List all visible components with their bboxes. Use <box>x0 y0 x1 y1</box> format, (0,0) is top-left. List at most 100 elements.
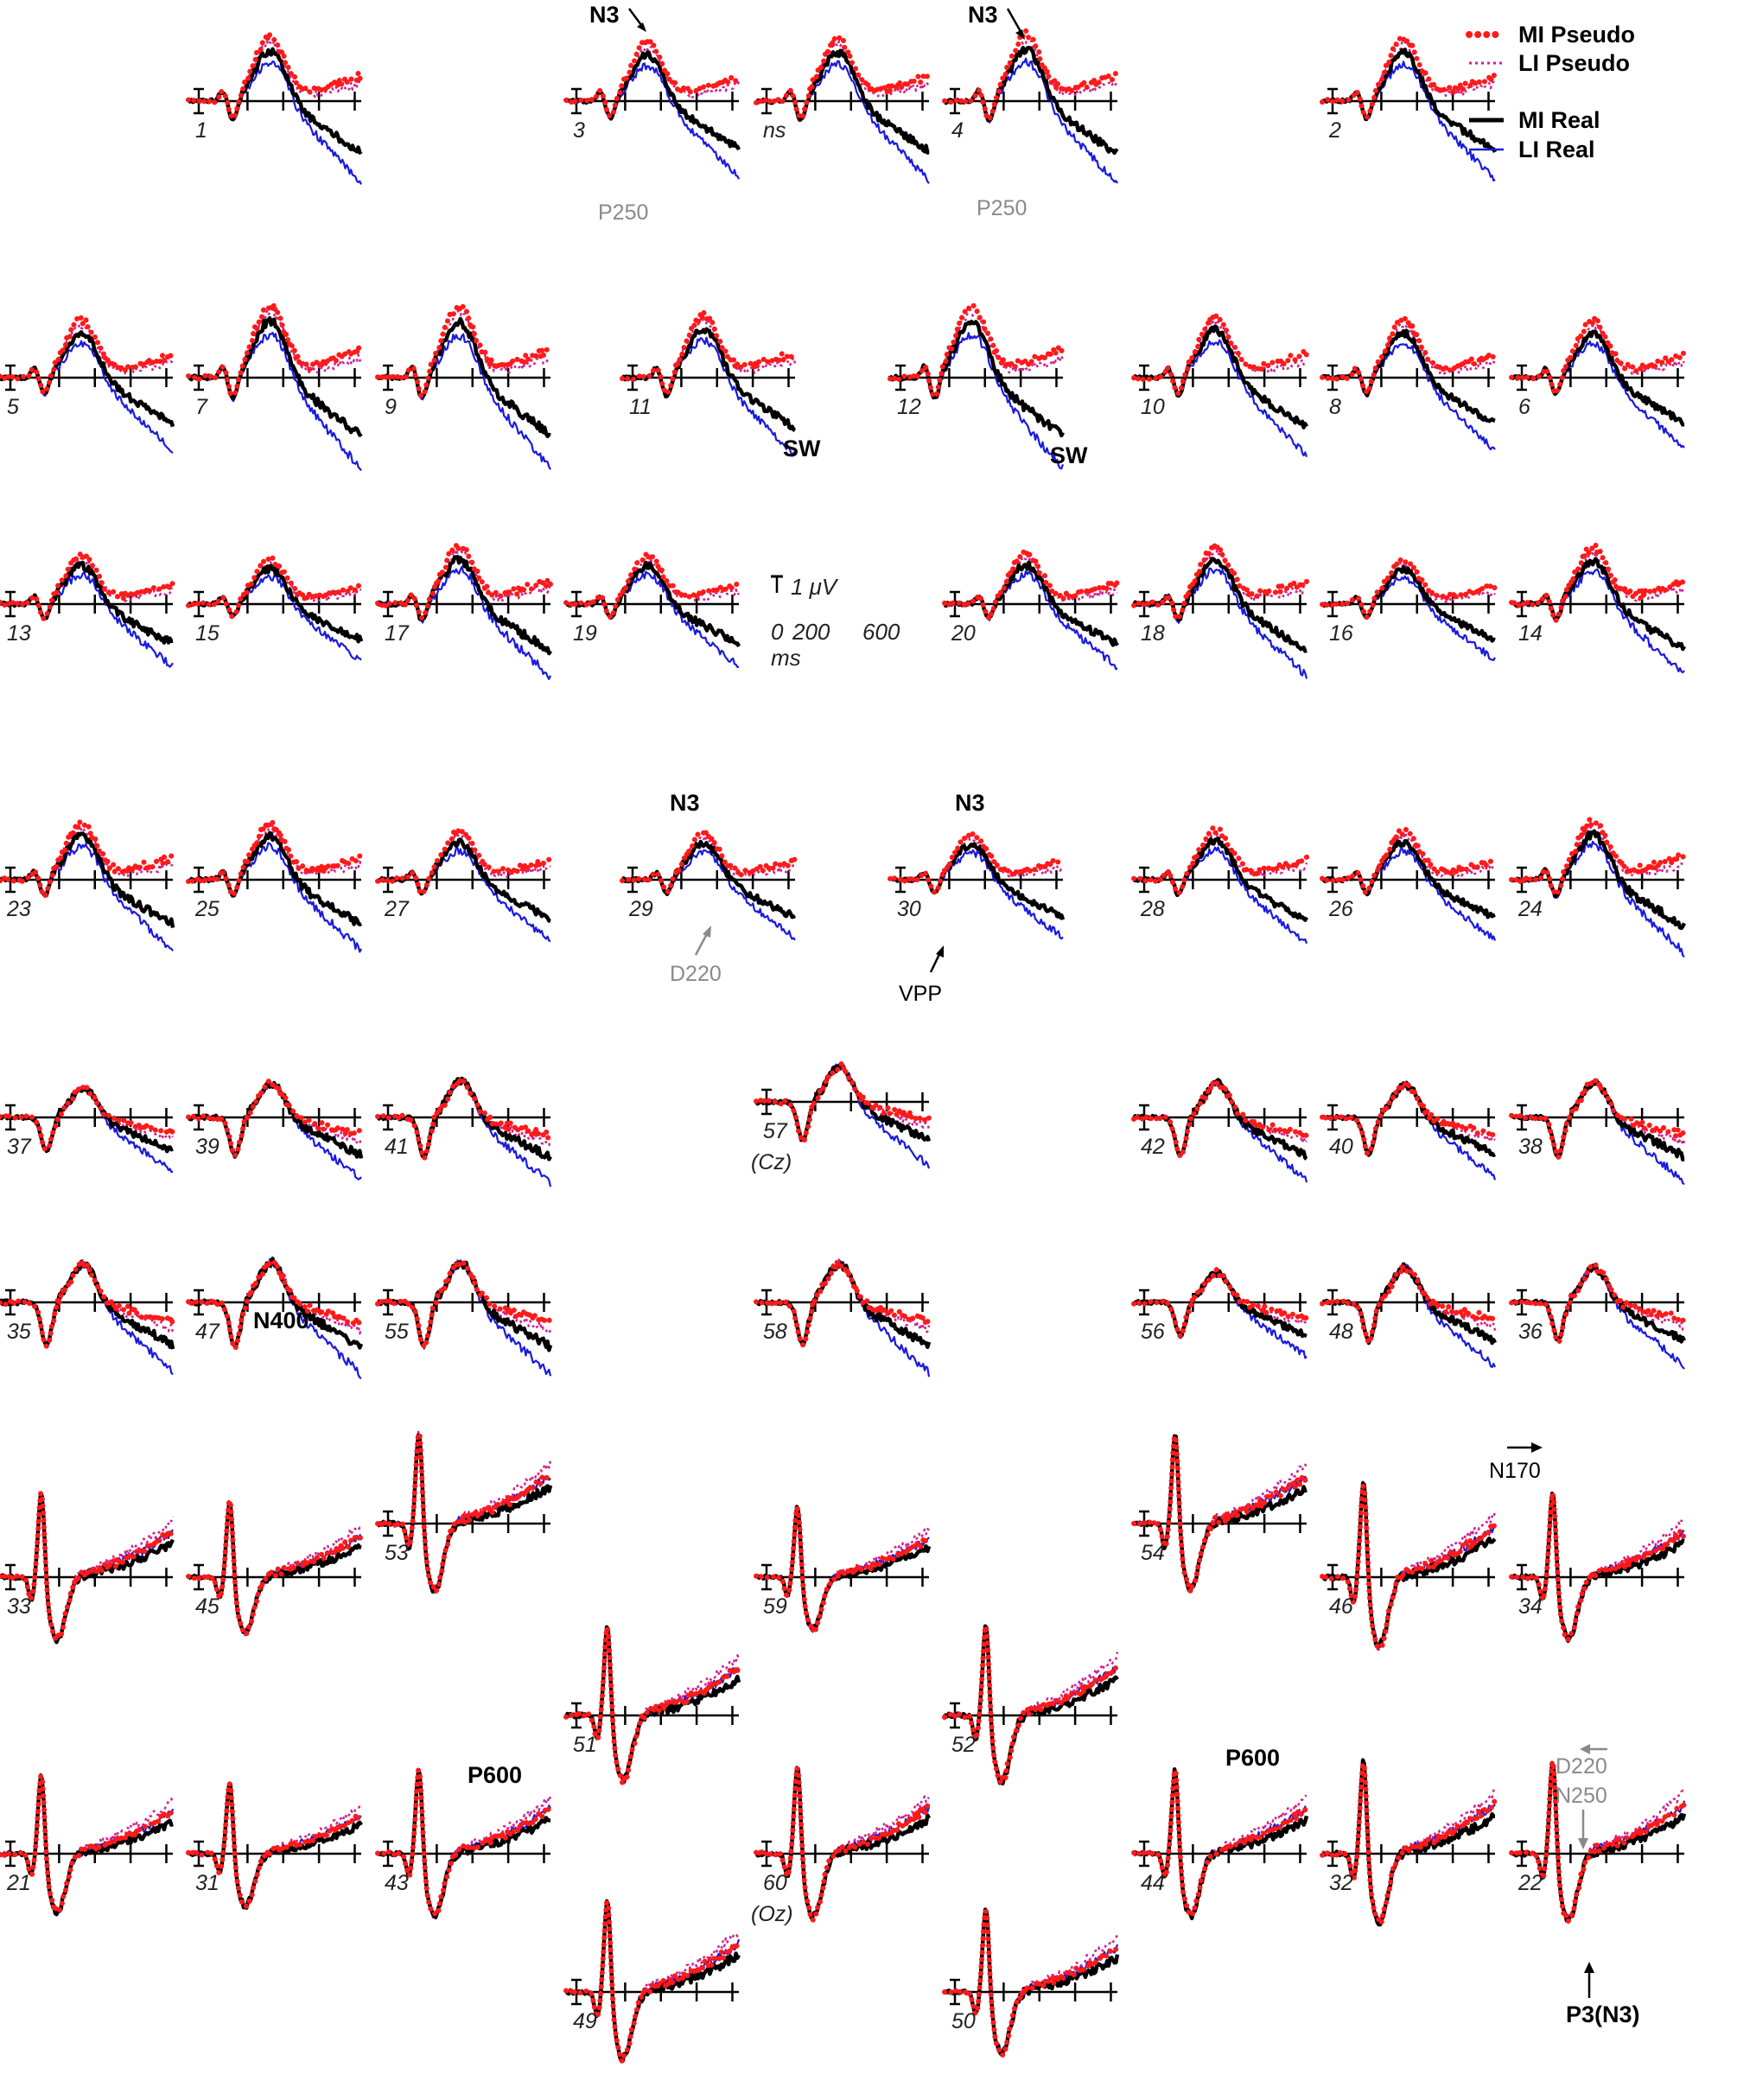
erp-panel-46: 46 <box>1320 1480 1498 1651</box>
electrode-label: 9 <box>385 395 397 419</box>
waveform-li-real <box>1321 847 1497 941</box>
waveform-li-real <box>565 1626 740 1783</box>
waveform-mi-pseudo <box>186 1498 364 1637</box>
scale-t200: 200 <box>792 619 830 645</box>
arrow-n3-b <box>1006 8 1024 35</box>
electrode-label: 1 <box>195 118 207 143</box>
waveform-mi-pseudo <box>942 1623 1120 1786</box>
waveform-mi-pseudo <box>186 31 364 122</box>
erp-panel-9: 9 <box>375 302 553 470</box>
arrowhead-p3n3 <box>1584 1962 1594 1973</box>
waveform-mi-pseudo <box>1131 1267 1309 1340</box>
erp-panel-49: 49 <box>563 1899 741 2065</box>
electrode-label: 51 <box>573 1733 597 1757</box>
waveform-mi-real <box>754 1766 932 1920</box>
electrode-label: 39 <box>195 1135 220 1159</box>
legend: MI Pseudo LI Pseudo MI Real LI Real <box>1466 22 1635 162</box>
erp-panel-57: 57 (Cz) <box>751 1060 932 1174</box>
ann-p3n3: P3(N3) <box>1566 2001 1640 2027</box>
erp-panel-60: 60 (Oz) <box>751 1765 932 1926</box>
electrode-label: 42 <box>1141 1135 1165 1159</box>
electrode-label: 18 <box>1141 621 1165 646</box>
erp-panel-44: 44 <box>1131 1766 1309 1920</box>
electrode-label: 53 <box>385 1541 409 1565</box>
erp-panel-19: 19 <box>563 550 741 668</box>
waveform-li-pseudo <box>564 45 741 118</box>
waveform-mi-real <box>1132 1078 1308 1161</box>
waveform-mi-pseudo <box>375 1260 553 1350</box>
electrode-label: 29 <box>628 897 653 921</box>
electrode-label: 26 <box>1328 897 1353 921</box>
ann-n400: N400 <box>253 1308 309 1333</box>
arrowhead-n170 <box>1531 1442 1543 1453</box>
waveform-li-real <box>944 57 1118 184</box>
electrode-label: 28 <box>1140 897 1165 921</box>
waveform-li-pseudo <box>377 1767 552 1919</box>
electrode-label: 24 <box>1517 897 1543 921</box>
erp-panel-6: 6 <box>1509 315 1687 449</box>
waveform-mi-pseudo <box>375 1076 553 1161</box>
waveform-mi-real <box>888 319 1066 438</box>
erp-panel-21: 21 <box>0 1773 175 1917</box>
ann-n250: N250 <box>1556 1784 1607 1808</box>
waveform-mi-pseudo <box>563 36 741 118</box>
waveform-mi-real <box>1320 564 1496 643</box>
waveform-li-real <box>755 1767 931 1921</box>
erp-panel-20: 20 <box>942 547 1120 671</box>
erp-panel-18: 18 <box>1131 541 1309 679</box>
waveform-li-real <box>0 1085 174 1174</box>
erp-panel-15: 15 <box>186 554 364 661</box>
waveform-mi-pseudo <box>620 309 798 397</box>
waveform-li-real <box>1511 340 1685 449</box>
waveform-li-real <box>1133 1435 1308 1593</box>
waveform-mi-real <box>943 1624 1119 1786</box>
erp-panel-54: 54 <box>1131 1433 1309 1595</box>
waveform-li-pseudo <box>755 1258 931 1346</box>
waveform-mi-pseudo <box>888 829 1066 896</box>
electrode-label: 2 <box>1328 118 1341 143</box>
erp-panel-12: 12 <box>888 302 1066 470</box>
waveform-li-real <box>565 62 740 180</box>
waveform-mi-pseudo <box>1131 1079 1309 1160</box>
waveform-li-real <box>1133 846 1308 945</box>
waveform-mi-pseudo <box>1320 1080 1498 1156</box>
erp-panel-ns: ns <box>754 34 932 184</box>
electrode-label: 31 <box>195 1871 220 1895</box>
waveform-li-pseudo <box>888 835 1064 894</box>
waveform-li-pseudo <box>1511 825 1685 898</box>
waveform-mi-pseudo <box>563 1900 741 2065</box>
waveform-mi-pseudo <box>0 550 175 621</box>
electrode-label: 47 <box>195 1320 220 1344</box>
ann-p600-b: P600 <box>1225 1745 1280 1771</box>
waveform-li-real <box>188 331 362 472</box>
electrode-label: 44 <box>1141 1871 1165 1895</box>
ann-n170: N170 <box>1489 1459 1541 1483</box>
electrode-label: 32 <box>1329 1871 1353 1895</box>
electrode-label: 35 <box>7 1320 31 1344</box>
ann-p600-a: P600 <box>468 1762 522 1788</box>
electrode-label: 33 <box>7 1594 31 1619</box>
waveform-mi-pseudo <box>0 1773 175 1915</box>
scale-bar: 1 μV 0 200 600 ms <box>771 574 900 671</box>
waveform-mi-pseudo <box>186 1780 364 1910</box>
electrode-label: 48 <box>1329 1320 1353 1344</box>
erp-panel-1: 1 <box>186 31 364 185</box>
waveform-li-real <box>565 1899 741 2062</box>
waveform-mi-real <box>1132 1434 1308 1593</box>
waveform-mi-pseudo <box>1509 315 1687 397</box>
erp-panel-22: 22 <box>1509 1759 1687 1925</box>
waveform-mi-real <box>1320 1758 1496 1927</box>
erp-panel-4: 4 <box>942 28 1120 184</box>
waveform-li-pseudo <box>188 1500 362 1635</box>
erp-panel-2: 2 <box>1320 34 1498 182</box>
waveform-mi-pseudo <box>942 1908 1120 2058</box>
waveform-mi-real <box>1511 1491 1685 1644</box>
erp-panel-11: 11 <box>620 309 798 457</box>
electrode-label: 14 <box>1518 621 1543 646</box>
ann-p250-a: P250 <box>598 200 648 225</box>
waveform-mi-real <box>1321 1480 1497 1649</box>
ann-sw-a: SW <box>783 436 821 461</box>
waveform-mi-pseudo <box>1320 34 1498 121</box>
